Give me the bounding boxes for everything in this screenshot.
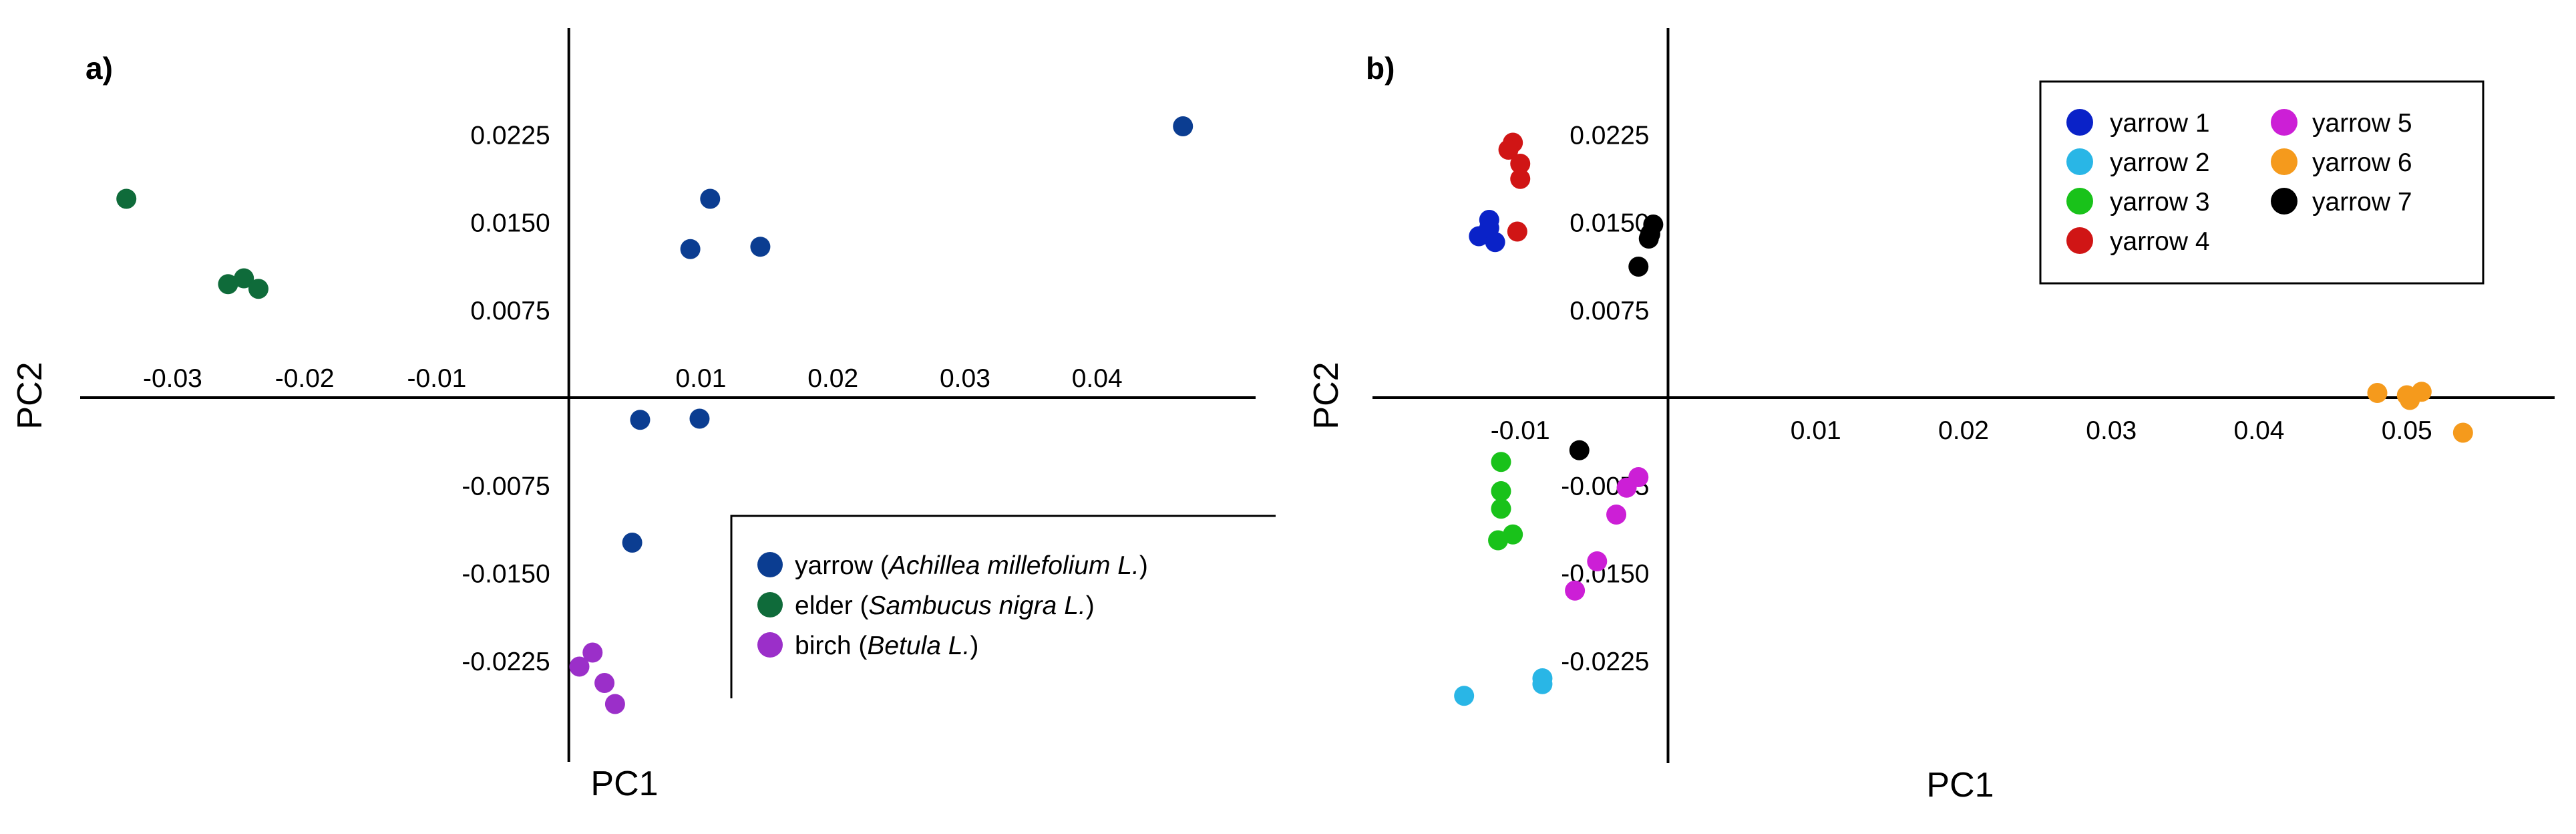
panel-b-x-tick-label: 0.02 [1938,416,1989,445]
data-point-yarrow-4 [1498,140,1519,160]
legend-marker [2271,109,2297,136]
data-point-yarrow-2 [1532,674,1553,694]
data-point-elder [218,274,238,295]
legend-frame [730,515,1276,698]
legend-marker [757,632,783,658]
panel-b-points [1454,132,2473,706]
panel-b-x-tick-label: 0.04 [2234,416,2285,445]
data-point-yarrow-2 [1454,686,1475,706]
legend-marker [757,592,783,617]
panel-a-x-tick-label: -0.01 [407,364,466,393]
panel-b-legend: yarrow 1 yarrow 2 yarrow 3 yarrow 4 yarr… [2039,80,2485,285]
data-point-yarrow-5 [1587,551,1608,571]
legend-marker [2271,188,2297,215]
data-point-yarrow [680,239,701,259]
legend-entry-yarrow-2: yarrow 2 [2110,148,2210,177]
legend-marker [2066,227,2093,254]
legend-frame [2039,80,2485,285]
data-point-yarrow-4 [1510,154,1531,174]
panel-b-y-tick-label: 0.0150 [1570,209,1649,238]
data-point-birch [582,642,603,663]
panel-b-x-tick-label: -0.01 [1491,416,1550,445]
panel-a: a) -0.03 -0.02 -0.01 0.01 0.02 0.03 0.04… [11,28,1276,803]
data-point-birch [569,656,590,677]
data-point-yarrow-7 [1638,229,1659,249]
panel-a-y-tick-label: -0.0075 [462,472,550,501]
legend-entry-yarrow-4: yarrow 4 [2110,227,2210,256]
data-point-yarrow-7 [1628,257,1649,277]
panel-a-y-axis-label: PC2 [11,362,49,429]
panel-a-points [116,116,1193,714]
panel-a-legend: yarrow (Achillea millefolium L.) elder (… [730,515,1276,698]
data-point-yarrow [630,410,651,430]
panel-a-x-tick-label: 0.04 [1072,364,1123,393]
panel-a-y-tick-label: -0.0150 [462,560,550,589]
panel-b-x-tick-label: 0.03 [2086,416,2137,445]
panel-a-x-tick-label: -0.03 [143,364,202,393]
data-point-yarrow [1173,116,1193,136]
panel-b-x-tick-label: 0.01 [1791,416,1841,445]
panel-a-label: a) [85,51,113,86]
data-point-yarrow-5 [1565,580,1586,601]
panel-a-x-tick-label: 0.03 [940,364,990,393]
legend-entry-yarrow-6: yarrow 6 [2312,148,2412,177]
panel-a-x-axis-label: PC1 [590,764,658,803]
legend-marker [2271,148,2297,175]
data-point-yarrow-6 [2367,383,2388,403]
panel-b-x-tick-label: 0.05 [2382,416,2432,445]
panel-b-x-axis-label: PC1 [1926,766,1994,805]
data-point-elder [248,279,268,299]
data-point-yarrow-3 [1491,481,1511,501]
data-point-yarrow-5 [1606,505,1627,525]
legend-entry-yarrow-7: yarrow 7 [2312,188,2412,217]
panel-a-y-tick-label: -0.0225 [462,648,550,676]
data-point-yarrow-3 [1491,499,1511,519]
legend-marker [2066,148,2093,175]
legend-entry-yarrow: yarrow (Achillea millefolium L.) [795,551,1148,580]
legend-entry-birch: birch (Betula L.) [795,632,978,660]
data-point-yarrow [622,533,642,553]
panel-b: b) -0.01 0.01 0.02 0.03 0.04 0.05 0.0225… [1307,28,2555,805]
panel-b-y-tick-label: -0.0225 [1561,648,1649,676]
data-point-yarrow-6 [2452,422,2473,443]
panel-a-x-tick-label: 0.02 [807,364,858,393]
panel-a-y-tick-label: 0.0225 [470,121,550,150]
legend-entry-yarrow-5: yarrow 5 [2312,109,2412,138]
legend-entry-yarrow-1: yarrow 1 [2110,109,2210,138]
data-point-yarrow [750,237,771,257]
data-point-yarrow-3 [1488,530,1509,551]
panel-b-y-axis-label: PC2 [1307,362,1346,429]
data-point-yarrow-4 [1507,221,1527,242]
data-point-yarrow-3 [1491,452,1511,472]
data-point-yarrow [689,408,710,429]
data-point-yarrow-1 [1479,218,1499,239]
data-point-yarrow-4 [1510,168,1531,189]
legend-entry-elder: elder (Sambucus nigra L.) [795,591,1095,620]
panel-a-y-tick-label: 0.0150 [470,209,550,238]
data-point-yarrow-7 [1569,440,1590,460]
data-point-yarrow-6 [2411,382,2432,402]
data-point-yarrow-5 [1616,477,1637,498]
legend-entry-yarrow-3: yarrow 3 [2110,188,2210,217]
data-point-birch [594,673,615,693]
data-point-elder [116,188,137,209]
legend-marker [2066,188,2093,215]
panel-a-x-tick-label: -0.02 [275,364,335,393]
data-point-elder [234,268,254,289]
panel-b-label: b) [1366,51,1395,86]
data-point-yarrow [700,188,721,209]
legend-marker [757,552,783,577]
panel-b-y-tick-label: 0.0225 [1570,121,1649,150]
legend-marker [2066,109,2093,136]
data-point-birch [604,694,625,714]
panel-b-y-tick-label: 0.0075 [1570,297,1649,325]
panel-a-x-tick-label: 0.01 [675,364,726,393]
panel-a-y-tick-label: 0.0075 [470,297,550,325]
